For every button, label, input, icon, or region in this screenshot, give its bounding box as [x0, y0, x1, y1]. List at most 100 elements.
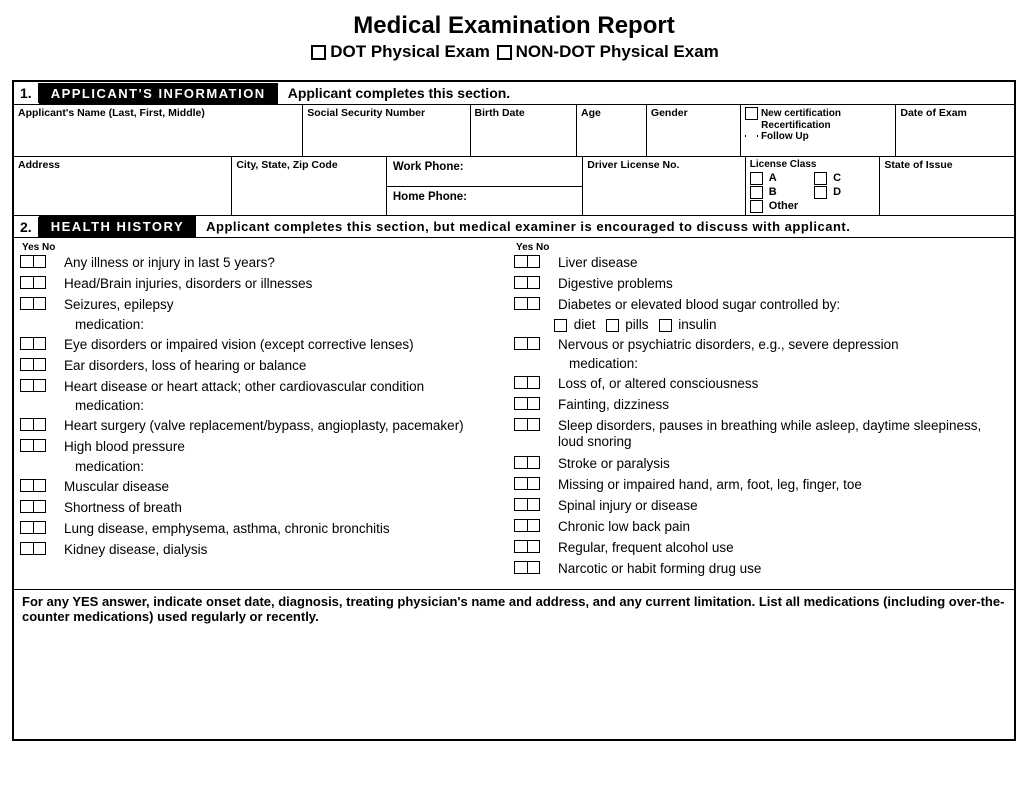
- no-checkbox[interactable]: [527, 498, 540, 511]
- yes-checkbox[interactable]: [514, 540, 527, 553]
- applicant-name-field[interactable]: Applicant's Name (Last, First, Middle): [14, 105, 303, 156]
- lic-c-label: C: [833, 172, 875, 185]
- question-text: Ear disorders, loss of hearing or balanc…: [64, 358, 514, 374]
- yes-checkbox[interactable]: [20, 358, 33, 371]
- no-checkbox[interactable]: [527, 477, 540, 490]
- gender-field[interactable]: Gender: [647, 105, 741, 156]
- no-checkbox[interactable]: [33, 418, 46, 431]
- medication-subline[interactable]: medication:: [20, 398, 514, 413]
- yes-checkbox[interactable]: [514, 337, 527, 350]
- question-text: Spinal injury or disease: [558, 498, 1008, 514]
- city-field[interactable]: City, State, Zip Code: [232, 157, 387, 215]
- yes-checkbox[interactable]: [20, 500, 33, 513]
- no-checkbox[interactable]: [527, 255, 540, 268]
- lic-b-checkbox[interactable]: [750, 186, 763, 199]
- question-text: Heart surgery (valve replacement/bypass,…: [64, 418, 514, 434]
- doe-field[interactable]: Date of Exam: [896, 105, 1014, 156]
- yn-header-left: Yes No: [20, 242, 514, 253]
- yes-no-boxes: [514, 456, 540, 469]
- lic-other-checkbox[interactable]: [750, 200, 763, 213]
- no-checkbox[interactable]: [33, 379, 46, 392]
- no-checkbox[interactable]: [33, 358, 46, 371]
- followup-label: Follow Up: [761, 131, 809, 142]
- yes-checkbox[interactable]: [514, 255, 527, 268]
- no-checkbox[interactable]: [33, 255, 46, 268]
- insulin-checkbox[interactable]: [659, 319, 672, 332]
- yes-checkbox[interactable]: [20, 439, 33, 452]
- no-checkbox[interactable]: [527, 397, 540, 410]
- no-checkbox[interactable]: [527, 456, 540, 469]
- health-col-left: Yes No Any illness or injury in last 5 y…: [20, 242, 514, 583]
- no-checkbox[interactable]: [33, 297, 46, 310]
- no-checkbox[interactable]: [527, 561, 540, 574]
- no-checkbox[interactable]: [33, 439, 46, 452]
- no-checkbox[interactable]: [527, 376, 540, 389]
- yes-checkbox[interactable]: [20, 479, 33, 492]
- medication-subline[interactable]: medication:: [20, 459, 514, 474]
- medication-subline[interactable]: medication:: [514, 356, 1008, 371]
- yes-no-boxes: [514, 418, 540, 431]
- no-checkbox[interactable]: [33, 542, 46, 555]
- dot-checkbox[interactable]: [311, 45, 326, 60]
- workphone-field[interactable]: Work Phone:: [387, 157, 582, 187]
- dln-field[interactable]: Driver License No.: [583, 157, 746, 215]
- yes-checkbox[interactable]: [514, 498, 527, 511]
- pills-checkbox[interactable]: [606, 319, 619, 332]
- yes-no-boxes: [20, 276, 46, 289]
- yes-checkbox[interactable]: [20, 521, 33, 534]
- yes-checkbox[interactable]: [514, 376, 527, 389]
- yes-no-boxes: [20, 379, 46, 392]
- yes-checkbox[interactable]: [20, 542, 33, 555]
- yes-checkbox[interactable]: [20, 337, 33, 350]
- yes-checkbox[interactable]: [514, 561, 527, 574]
- no-checkbox[interactable]: [33, 500, 46, 513]
- birth-field[interactable]: Birth Date: [471, 105, 577, 156]
- diet-checkbox[interactable]: [554, 319, 567, 332]
- yes-checkbox[interactable]: [20, 276, 33, 289]
- no-checkbox[interactable]: [33, 276, 46, 289]
- nondot-checkbox[interactable]: [497, 45, 512, 60]
- no-checkbox[interactable]: [527, 540, 540, 553]
- question-text: Loss of, or altered consciousness: [558, 376, 1008, 392]
- homephone-field[interactable]: Home Phone:: [387, 187, 582, 216]
- ssn-field[interactable]: Social Security Number: [303, 105, 470, 156]
- yes-checkbox[interactable]: [514, 519, 527, 532]
- lic-c-checkbox[interactable]: [814, 172, 827, 185]
- yes-no-boxes: [20, 255, 46, 268]
- no-checkbox[interactable]: [527, 418, 540, 431]
- age-field[interactable]: Age: [577, 105, 647, 156]
- notes-instructions[interactable]: For any YES answer, indicate onset date,…: [14, 589, 1014, 739]
- yes-checkbox[interactable]: [20, 418, 33, 431]
- yes-checkbox[interactable]: [514, 456, 527, 469]
- no-checkbox[interactable]: [527, 276, 540, 289]
- yes-checkbox[interactable]: [514, 297, 527, 310]
- yes-checkbox[interactable]: [20, 255, 33, 268]
- no-checkbox[interactable]: [33, 479, 46, 492]
- lic-d-checkbox[interactable]: [814, 186, 827, 199]
- yes-checkbox[interactable]: [514, 477, 527, 490]
- address-field[interactable]: Address: [14, 157, 232, 215]
- question-text: Missing or impaired hand, arm, foot, leg…: [558, 477, 1008, 493]
- question-text: Nervous or psychiatric disorders, e.g., …: [558, 337, 1008, 353]
- newcert-checkbox[interactable]: [745, 107, 758, 120]
- yes-checkbox[interactable]: [514, 276, 527, 289]
- no-checkbox[interactable]: [527, 297, 540, 310]
- no-checkbox[interactable]: [33, 337, 46, 350]
- yes-no-boxes: [514, 297, 540, 310]
- medication-subline[interactable]: medication:: [20, 317, 514, 332]
- yes-checkbox[interactable]: [514, 397, 527, 410]
- question-text: Regular, frequent alcohol use: [558, 540, 1008, 556]
- section2-instr: Applicant completes this section, but me…: [196, 216, 860, 237]
- health-question: Ear disorders, loss of hearing or balanc…: [20, 358, 514, 374]
- no-checkbox[interactable]: [527, 337, 540, 350]
- no-checkbox[interactable]: [33, 521, 46, 534]
- question-text: Head/Brain injuries, disorders or illnes…: [64, 276, 514, 292]
- yes-checkbox[interactable]: [514, 418, 527, 431]
- yes-checkbox[interactable]: [20, 379, 33, 392]
- stateissue-field[interactable]: State of Issue: [880, 157, 1014, 215]
- lic-d-label: D: [833, 186, 875, 199]
- lic-a-checkbox[interactable]: [750, 172, 763, 185]
- yes-checkbox[interactable]: [20, 297, 33, 310]
- health-history-body: Yes No Any illness or injury in last 5 y…: [14, 238, 1014, 589]
- no-checkbox[interactable]: [527, 519, 540, 532]
